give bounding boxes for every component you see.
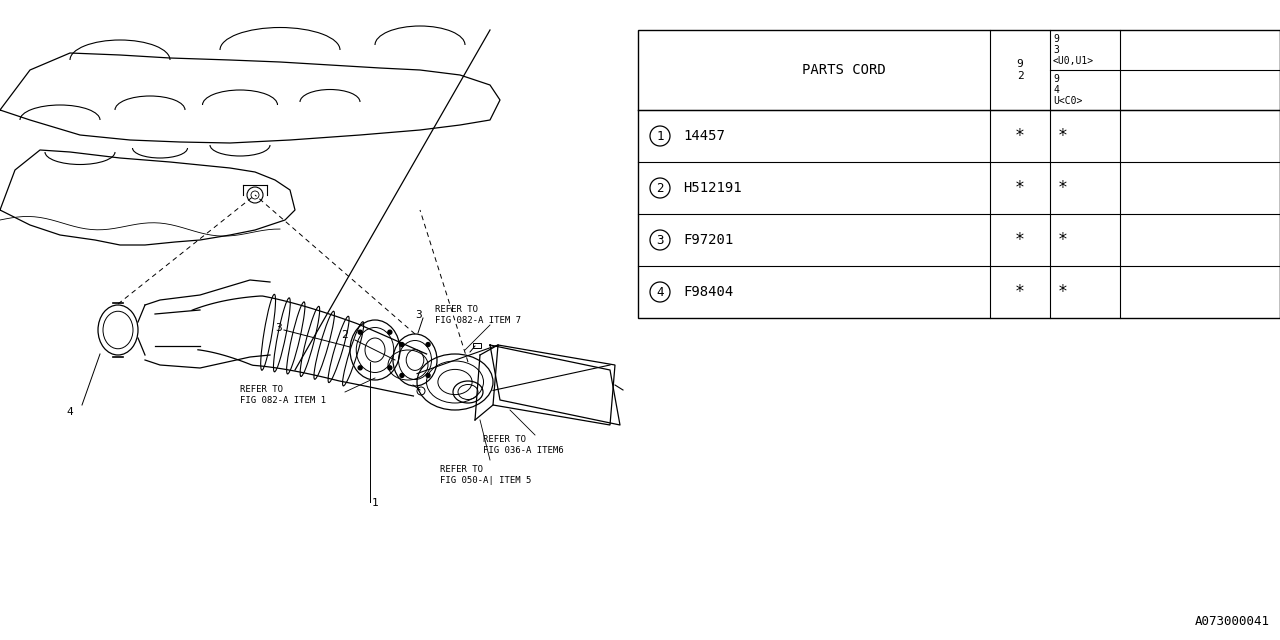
Text: 2: 2 bbox=[657, 182, 664, 195]
Text: *: * bbox=[1015, 231, 1025, 249]
Text: PARTS CORD: PARTS CORD bbox=[803, 63, 886, 77]
Circle shape bbox=[426, 342, 430, 346]
Text: 3: 3 bbox=[657, 234, 664, 246]
Text: *: * bbox=[1059, 231, 1068, 249]
Text: 2: 2 bbox=[342, 330, 348, 340]
Text: F97201: F97201 bbox=[684, 233, 733, 247]
Text: 3: 3 bbox=[275, 323, 282, 333]
Circle shape bbox=[388, 330, 392, 334]
Text: 9
4
U<C0>: 9 4 U<C0> bbox=[1053, 74, 1083, 106]
Bar bbox=[474, 343, 481, 348]
Text: 9
2: 9 2 bbox=[1016, 60, 1024, 81]
Text: *: * bbox=[1059, 283, 1068, 301]
Text: REFER TO
FIG 082-A ITEM 7: REFER TO FIG 082-A ITEM 7 bbox=[435, 305, 521, 325]
Text: *: * bbox=[1059, 179, 1068, 197]
Text: F98404: F98404 bbox=[684, 285, 733, 299]
Text: *: * bbox=[1059, 127, 1068, 145]
Text: 4: 4 bbox=[657, 285, 664, 298]
Circle shape bbox=[358, 366, 362, 370]
Text: 4: 4 bbox=[67, 407, 73, 417]
Text: REFER TO
FIG 050-A| ITEM 5: REFER TO FIG 050-A| ITEM 5 bbox=[440, 465, 531, 485]
Bar bbox=[637, 30, 1280, 318]
Circle shape bbox=[358, 330, 362, 334]
Text: REFER TO
FIG 036-A ITEM6: REFER TO FIG 036-A ITEM6 bbox=[483, 435, 563, 455]
Text: REFER TO
FIG 082-A ITEM 1: REFER TO FIG 082-A ITEM 1 bbox=[241, 385, 326, 405]
Text: A073000041: A073000041 bbox=[1196, 615, 1270, 628]
Text: 14457: 14457 bbox=[684, 129, 724, 143]
Text: *: * bbox=[1015, 127, 1025, 145]
Text: H512191: H512191 bbox=[684, 181, 741, 195]
Circle shape bbox=[399, 374, 404, 378]
Circle shape bbox=[388, 366, 392, 370]
Circle shape bbox=[399, 342, 404, 346]
Text: 3: 3 bbox=[415, 310, 421, 320]
Circle shape bbox=[426, 374, 430, 378]
Text: *: * bbox=[1015, 283, 1025, 301]
Text: 1: 1 bbox=[657, 129, 664, 143]
Text: 9
3
<U0,U1>: 9 3 <U0,U1> bbox=[1053, 34, 1094, 66]
Text: 1: 1 bbox=[372, 498, 379, 508]
Text: *: * bbox=[1015, 179, 1025, 197]
